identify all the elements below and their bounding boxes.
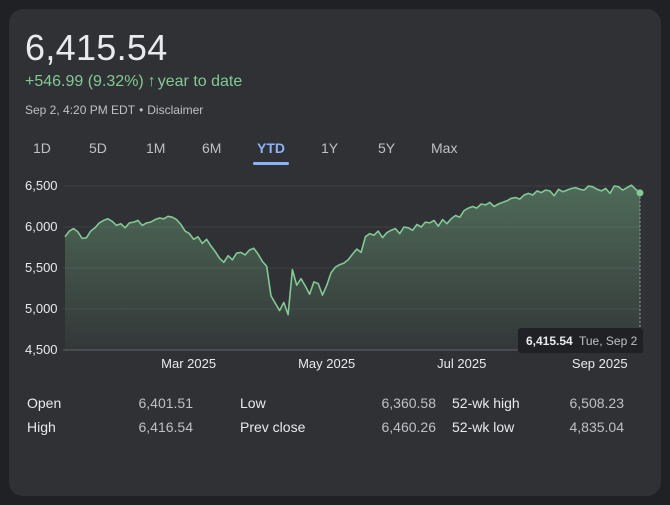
tab-5y[interactable]: 5Y (378, 140, 396, 156)
stat-label-low: Low (240, 395, 266, 411)
y-tick-label: 4,500 (25, 342, 58, 357)
tab-ytd[interactable]: YTD (253, 140, 289, 165)
tooltip-date: Tue, Sep 2 (579, 334, 638, 348)
change-amount: +546.99 (9.32%) (25, 73, 144, 90)
stat-label-open: Open (27, 395, 62, 411)
x-tick-label: Jul 2025 (437, 356, 486, 371)
y-tick-label: 6,500 (25, 178, 58, 193)
current-price: 6,415.54 (25, 27, 168, 68)
change-period: year to date (157, 73, 243, 90)
chart-current-point (636, 189, 644, 197)
up-arrow-icon: ↑ (147, 73, 156, 90)
tab-1d[interactable]: 1D (33, 140, 51, 156)
price-change: +546.99 (9.32%) ↑ year to date (25, 72, 242, 92)
stat-label-52wk-low: 52-wk low (452, 419, 515, 435)
x-tick-label: May 2025 (298, 356, 355, 371)
y-tick-label: 5,500 (25, 260, 58, 275)
tab-1y[interactable]: 1Y (321, 140, 339, 156)
stat-value-open: 6,401.51 (138, 395, 194, 411)
price-chart[interactable]: 6,500 6,000 5,500 5,000 4,500 Mar 2025 May 20… (0, 0, 670, 385)
stat-label-high: High (27, 419, 56, 435)
stat-label-prev-close: Prev close (240, 419, 306, 435)
x-tick-label: Sep 2025 (572, 356, 628, 371)
y-tick-label: 6,000 (25, 219, 58, 234)
chart-tooltip: 6,415.54 Tue, Sep 2 (518, 328, 643, 353)
stat-value-low: 6,360.58 (381, 395, 437, 411)
tab-1m[interactable]: 1M (146, 140, 166, 156)
y-tick-label: 5,000 (25, 301, 58, 316)
chart-price-line (64, 184, 641, 316)
tooltip-value: 6,415.54 (526, 334, 573, 348)
x-tick-label: Mar 2025 (161, 356, 216, 371)
stat-label-52wk-high: 52-wk high (452, 395, 520, 411)
stat-value-52wk-low: 4,835.04 (569, 419, 625, 435)
quote-timestamp: Sep 2, 4:20 PM EDT (25, 103, 136, 117)
meta-separator: • (139, 103, 144, 117)
tab-max[interactable]: Max (431, 140, 458, 156)
chart-area-fill (65, 185, 640, 350)
stat-value-52wk-high: 6,508.23 (569, 395, 625, 411)
stat-value-high: 6,416.54 (138, 419, 194, 435)
tab-6m[interactable]: 6M (202, 140, 222, 156)
quote-meta: Sep 2, 4:20 PM EDT • Disclaimer (25, 102, 203, 118)
tab-5d[interactable]: 5D (89, 140, 107, 156)
disclaimer-link[interactable]: Disclaimer (147, 103, 204, 117)
stat-value-prev-close: 6,460.26 (381, 419, 437, 435)
